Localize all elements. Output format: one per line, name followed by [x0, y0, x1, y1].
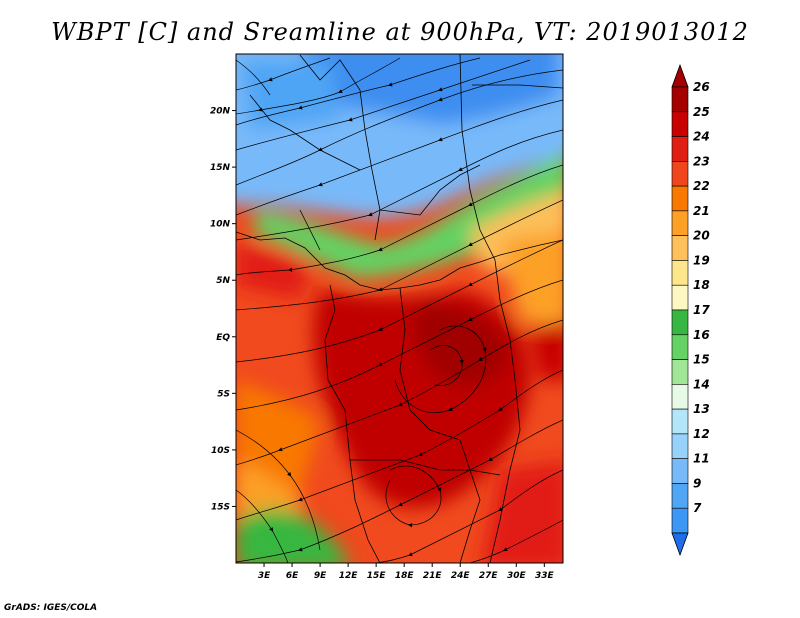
- colorbar-swatch: [671, 111, 689, 137]
- colorbar-label: 14: [693, 377, 710, 391]
- lat-tick-label: 15S: [211, 502, 230, 512]
- lon-tick-label: 27E: [479, 571, 499, 581]
- lon-tick-label: 6E: [286, 571, 299, 581]
- colorbar-swatch: [671, 309, 689, 336]
- colorbar-label: 16: [693, 328, 710, 342]
- lon-tick-label: 3E: [258, 571, 271, 581]
- colorbar-swatch: [671, 260, 689, 286]
- colorbar-swatch: [671, 384, 689, 410]
- colorbar-label: 17: [693, 303, 710, 317]
- grads-credit: GrADS: IGES/COLA: [4, 603, 98, 613]
- colorbar-swatch: [671, 433, 689, 459]
- latitude-axis: 20N 15N 10N 5N EQ 5S 10S 15S: [210, 107, 236, 512]
- colorbar-swatch: [671, 185, 689, 212]
- colorbar-swatch: [671, 161, 689, 187]
- lat-tick-label: 10S: [211, 446, 230, 456]
- lat-tick-label: 10N: [210, 220, 231, 230]
- colorbar-label: 26: [693, 80, 710, 94]
- colorbar-swatch: [671, 334, 689, 360]
- colorbar-label: 19: [693, 253, 710, 267]
- map-title: WBPT [C] and Sreamline at 900hPa, VT: 20…: [51, 18, 749, 46]
- colorbar-swatch: [671, 458, 689, 484]
- colorbar-label: 20: [693, 229, 710, 243]
- colorbar-bottom-arrow: [671, 532, 689, 557]
- longitude-axis: 3E 6E 9E 12E 15E 18E 21E 24E 27E 30E 33E: [258, 563, 555, 581]
- colorbar-label: 24: [693, 130, 710, 144]
- lon-tick-label: 21E: [423, 571, 443, 581]
- colorbar-label: 12: [693, 427, 710, 441]
- lat-tick-label: 15N: [210, 163, 231, 173]
- colorbar-label: 11: [693, 452, 710, 466]
- lat-tick-label: 5S: [217, 389, 230, 399]
- streamlines: [236, 57, 563, 563]
- map-frame: [235, 53, 564, 564]
- colorbar-top-arrow: [671, 63, 689, 88]
- colorbar-swatch: [671, 359, 689, 385]
- lon-tick-label: 18E: [395, 571, 415, 581]
- lon-tick-label: 30E: [507, 571, 527, 581]
- colorbar-label: 25: [693, 105, 710, 119]
- colorbar-label: 18: [693, 278, 710, 292]
- lon-tick-label: 24E: [451, 571, 471, 581]
- lon-tick-label: 33E: [535, 571, 555, 581]
- colorbar-swatch: [671, 86, 689, 113]
- lon-tick-label: 9E: [314, 571, 327, 581]
- colorbar-swatch: [671, 284, 689, 311]
- lat-tick-label: EQ: [216, 333, 230, 343]
- colorbar-swatch: [671, 507, 689, 534]
- colorbar-swatch: [671, 235, 689, 261]
- colorbar-label: 21: [693, 204, 710, 218]
- colorbar-swatch: [671, 408, 689, 435]
- wbpt-field: [236, 54, 563, 563]
- colorbar-label: 22: [693, 179, 710, 193]
- lat-tick-label: 5N: [216, 276, 230, 286]
- colorbar-label: 15: [693, 353, 710, 367]
- lon-tick-label: 15E: [367, 571, 387, 581]
- colorbar-label: 7: [693, 501, 702, 515]
- colorbar-swatch: [671, 210, 689, 236]
- colorbar: 26 25 24 23 22 21 20 19 18 17 16 15 14 13 12 11 9 7: [671, 63, 710, 557]
- lat-tick-label: 20N: [210, 107, 231, 117]
- colorbar-swatch: [671, 136, 689, 162]
- colorbar-label: 9: [693, 476, 701, 490]
- colorbar-label: 23: [693, 154, 710, 168]
- colorbar-label: 13: [693, 402, 710, 416]
- colorbar-swatch: [671, 483, 689, 509]
- lon-tick-label: 12E: [339, 571, 359, 581]
